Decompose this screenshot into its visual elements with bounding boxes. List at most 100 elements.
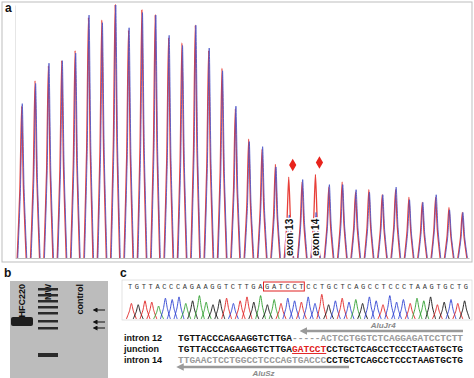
- peak: [205, 48, 214, 258]
- plot-frame: [2, 2, 472, 262]
- trace-peak: [337, 298, 347, 319]
- peak: [418, 202, 427, 258]
- sequence-segment: CCTGCTCAGCCTCCCTAAGTGCTG: [326, 355, 463, 366]
- trace-peak: [167, 300, 177, 320]
- lane-label: control: [75, 284, 85, 315]
- peak: [338, 185, 347, 258]
- peak: [445, 210, 454, 258]
- peak: [18, 104, 27, 258]
- trace-peak: [330, 301, 340, 319]
- trace-peak: [460, 301, 470, 319]
- peak: [338, 182, 347, 258]
- peak: [378, 195, 387, 258]
- trace-peak: [276, 303, 286, 319]
- trace-peak: [208, 305, 218, 319]
- sequence-segment: TGTTACCCAGAAGGTCTTGA: [178, 344, 292, 355]
- lane-label: MW: [43, 284, 53, 300]
- peak: [85, 15, 94, 258]
- peak: [271, 164, 280, 258]
- peak: [71, 51, 80, 258]
- peak: [125, 28, 134, 258]
- peak: [405, 200, 414, 258]
- peak: [365, 192, 374, 258]
- trace-peak: [432, 305, 442, 319]
- trace-peak: [126, 303, 136, 319]
- peak: [352, 190, 361, 258]
- peak: [364, 190, 373, 258]
- trace-peak: [133, 305, 143, 319]
- peak: [458, 212, 467, 258]
- band-arrow: [95, 328, 105, 329]
- trace-peak: [181, 303, 191, 319]
- peak: [97, 20, 106, 258]
- band-arrow: [95, 310, 105, 311]
- peak: [404, 197, 413, 258]
- trace-peak: [296, 302, 306, 319]
- peak: [165, 35, 174, 258]
- sequence: TTGAACTCCTGGCCTCCCAGTGACCCCCTGCTCAGCCTCC…: [178, 355, 463, 366]
- peak: [111, 5, 120, 258]
- sequence-segment: TTGAACTCCTGGCCTCCCAGTGACCC: [178, 355, 327, 366]
- trace-peak: [290, 301, 300, 319]
- sequence: TGTTACCCAGAAGGTCTTGA-----ACTCCTGGTCTCAGG…: [178, 333, 463, 344]
- peak: [258, 147, 267, 258]
- trace-peak: [215, 300, 225, 320]
- base-calls: TGTTACCCAGAAGGTCTTGAGATCCTCCTGCTCAGCCTCC…: [128, 283, 468, 291]
- peak: [271, 167, 280, 258]
- ladder-band: [38, 288, 58, 291]
- peak: [218, 71, 227, 258]
- y-axis: [15, 6, 16, 259]
- ladder-band: [38, 306, 58, 309]
- trace-peak: [235, 301, 245, 319]
- alu-label: AluSz: [251, 369, 274, 378]
- trace-peak: [228, 303, 238, 319]
- figure: exon 13exon 14abcHFC220MWcontrolTGTTACCC…: [0, 0, 474, 378]
- peak: [44, 63, 53, 258]
- peak: [432, 195, 441, 258]
- sequence-segment: GATCCT: [292, 344, 327, 355]
- trace-peak: [439, 302, 449, 319]
- peak: [138, 13, 147, 258]
- panel-label: c: [120, 266, 127, 280]
- chromatogram: TGTTACCCAGAAGGTCTTGAGATCCTCCTGCTCAGCCTCC…: [122, 280, 472, 320]
- peak: [458, 212, 467, 258]
- trace-peak: [324, 305, 334, 319]
- gel-band: [11, 317, 33, 326]
- lane-label: HFC220: [17, 284, 27, 318]
- peak: [98, 23, 107, 258]
- alignment: AluJr4intron 12TGTTACCCAGAAGGTCTTGA-----…: [123, 321, 463, 378]
- highlight-box: [264, 282, 305, 291]
- band-arrow: [95, 322, 105, 323]
- peak: [151, 15, 160, 258]
- trace-peak: [453, 303, 463, 319]
- peak: [31, 83, 40, 258]
- trace-peak: [283, 298, 293, 319]
- trace-peak: [364, 297, 374, 319]
- sequence: TGTTACCCAGAAGGTCTTGAGATCCTCCTGCTCAGCCTCC…: [178, 344, 463, 355]
- sequence-segment: -----: [292, 333, 321, 344]
- ladder-band: [38, 353, 58, 357]
- trace-peak: [419, 301, 429, 319]
- sequence-segment: CCTGCTCAGCCTCCCTAAGTGCTG: [326, 344, 463, 355]
- peak: [191, 25, 200, 258]
- trace-peak: [351, 300, 361, 320]
- y-axis-line: [15, 6, 16, 259]
- trace-peak: [358, 303, 368, 319]
- peak: [178, 45, 187, 258]
- peak-series: [17, 5, 467, 258]
- peak: [245, 142, 254, 258]
- gel: HFC220 MW control: [10, 281, 108, 378]
- peak: [191, 25, 200, 258]
- peak: [111, 5, 120, 258]
- trace-peak: [446, 300, 456, 320]
- trace-peak: [412, 298, 422, 319]
- peak: [58, 61, 67, 258]
- trace-peak: [140, 301, 150, 319]
- plot-area: [17, 5, 467, 258]
- trace-peak: [201, 302, 211, 319]
- trace-peak: [398, 300, 408, 320]
- chromatogram-frame: [122, 280, 472, 320]
- panel-label: a: [5, 1, 12, 15]
- ladder-band: [38, 327, 58, 330]
- ladder-band: [38, 320, 58, 323]
